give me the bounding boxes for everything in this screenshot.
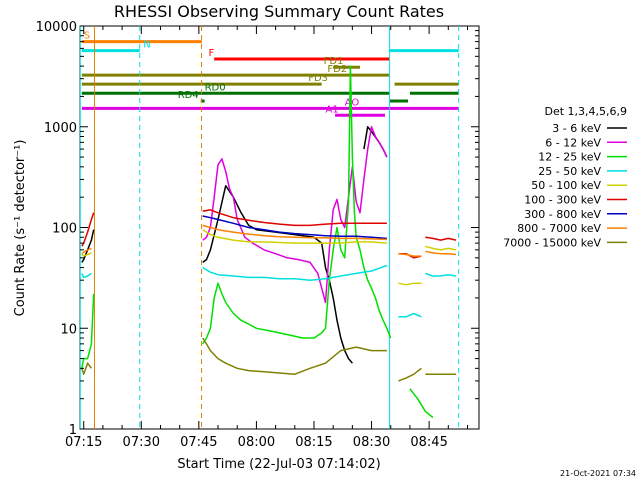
x-tick-label: 08:45 bbox=[410, 435, 447, 450]
series-line bbox=[202, 126, 388, 304]
flag-label-rd0: RD0 bbox=[205, 82, 226, 93]
flag-label-n: N bbox=[143, 40, 150, 51]
x-tick-label: 07:30 bbox=[123, 435, 160, 450]
y-axis-label: Count Rate (s⁻¹ detector⁻¹) bbox=[13, 140, 28, 317]
flag-label-a1: A1 bbox=[325, 104, 338, 115]
x-tick-label: 08:30 bbox=[353, 435, 390, 450]
y-tick-label: 10 bbox=[60, 322, 77, 337]
legend-label: 100 - 300 keV bbox=[524, 194, 601, 207]
timestamp: 21-Oct-2021 07:34 bbox=[560, 469, 636, 478]
x-tick-label: 07:15 bbox=[65, 435, 102, 450]
x-tick-label: 07:45 bbox=[180, 435, 217, 450]
legend-label: 300 - 800 keV bbox=[524, 208, 601, 221]
series-line bbox=[81, 126, 388, 364]
flag-label-fd1: FD1 bbox=[324, 56, 344, 67]
chart-title: RHESSI Observing Summary Count Rates bbox=[114, 2, 444, 21]
y-tick-label: 1000 bbox=[44, 121, 77, 136]
flag-label-fd2: FD2 bbox=[327, 64, 347, 75]
legend-label: 25 - 50 keV bbox=[538, 165, 601, 178]
series-line bbox=[81, 224, 457, 257]
legend-label: 12 - 25 keV bbox=[538, 151, 601, 164]
flag-label-rd4: RD4 bbox=[178, 90, 199, 101]
x-tick-label: 08:15 bbox=[295, 435, 332, 450]
series-line bbox=[81, 264, 457, 318]
flag-label-ao: AO bbox=[345, 97, 360, 108]
series-line bbox=[81, 229, 457, 286]
flag-label-fd3: FD3 bbox=[308, 73, 328, 84]
legend-label: 800 - 7000 keV bbox=[517, 222, 601, 235]
y-tick-label: 100 bbox=[52, 222, 77, 237]
legend-label: 3 - 6 keV bbox=[552, 122, 601, 135]
flag-label-f: F bbox=[208, 48, 214, 59]
flag-label-s: S bbox=[84, 31, 90, 42]
legend-title: Det 1,3,4,5,6,9 bbox=[544, 105, 627, 118]
x-axis-label: Start Time (22-Jul-03 07:14:02) bbox=[177, 457, 380, 472]
series-line bbox=[81, 65, 434, 419]
x-tick-label: 08:00 bbox=[238, 435, 275, 450]
series-line bbox=[81, 209, 457, 259]
y-tick-label: 10000 bbox=[36, 20, 77, 35]
legend-label: 6 - 12 keV bbox=[545, 136, 601, 149]
series-line bbox=[202, 215, 387, 240]
y-tick-label: 1 bbox=[69, 423, 77, 438]
legend-label: 7000 - 15000 keV bbox=[503, 236, 601, 249]
legend-label: 50 - 100 keV bbox=[531, 179, 601, 192]
series-line bbox=[81, 337, 456, 382]
